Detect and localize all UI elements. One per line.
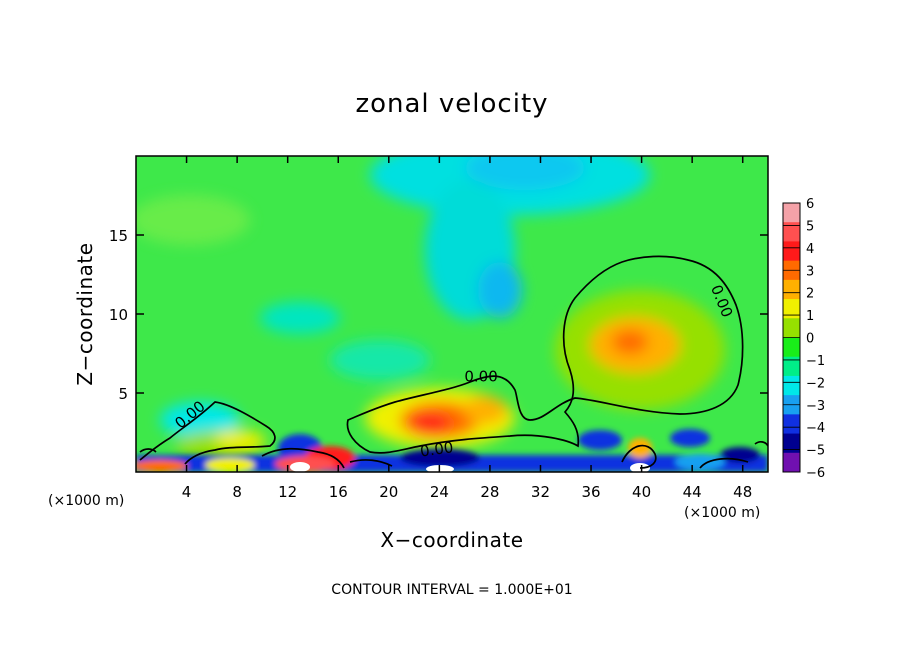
x-unit-right: (×1000 m) (684, 505, 760, 521)
colorbar-label: −1 (806, 354, 825, 369)
x-tick-label: 32 (531, 483, 550, 501)
colorbar-swatch (783, 318, 800, 338)
colorbar: 6 5 4 3 2 1 0 −1 −2 −3 −4 −5 −6 (782, 197, 825, 481)
colorbar-swatch (783, 433, 800, 454)
contour-line (346, 255, 744, 454)
contour-line (699, 457, 749, 469)
colorbar-swatch (783, 452, 800, 473)
colorbar-label: −4 (806, 421, 825, 436)
heatmap-field (136, 156, 768, 472)
contour-line (621, 444, 657, 469)
contour-label: 0.00 (464, 368, 497, 386)
x-tick-label: 40 (632, 483, 651, 501)
colorbar-label: 2 (806, 287, 814, 302)
contour-line (139, 448, 157, 453)
x-ticks: 4 8 12 16 20 24 28 32 36 40 44 48 (182, 156, 752, 501)
contour-line (139, 401, 276, 465)
x-tick-label: 8 (232, 483, 242, 501)
colorbar-label: −2 (806, 376, 825, 391)
x-tick-label: 20 (379, 483, 398, 501)
colorbar-label: 6 (806, 197, 814, 212)
colorbar-label: 5 (806, 219, 814, 234)
heatmap-blobs (136, 156, 725, 459)
colorbar-swatch (783, 414, 800, 435)
colorbar-swatch (783, 241, 800, 262)
colorbar-label: −5 (806, 444, 825, 459)
colorbar-label: 3 (806, 264, 814, 279)
x-tick-label: 36 (581, 483, 600, 501)
x-tick-label: 12 (278, 483, 297, 501)
colorbar-label: 4 (806, 242, 814, 257)
colorbar-label: −3 (806, 399, 825, 414)
zero-contours (139, 255, 768, 469)
x-tick-label: 4 (182, 483, 192, 501)
y-ticks: 5 10 15 (109, 227, 768, 403)
x-tick-label: 44 (683, 483, 702, 501)
colorbar-swatch (783, 299, 800, 319)
colorbar-swatch (783, 222, 800, 242)
x-tick-label: 16 (329, 483, 348, 501)
x-unit-left: (×1000 m) (48, 493, 124, 509)
y-tick-label: 10 (109, 306, 128, 324)
y-tick-label: 5 (118, 385, 128, 403)
contour-label: 0.00 (419, 438, 455, 460)
colorbar-label: 1 (806, 309, 814, 324)
x-tick-label: 28 (480, 483, 499, 501)
chart-title: zonal velocity (355, 89, 548, 119)
y-tick-label: 15 (109, 227, 128, 245)
colorbar-swatch (783, 337, 800, 358)
contour-line (349, 459, 393, 467)
colorbar-label: 0 (806, 332, 814, 347)
x-tick-label: 48 (733, 483, 752, 501)
x-tick-label: 24 (430, 483, 449, 501)
contour-interval-note: CONTOUR INTERVAL = 1.000E+01 (331, 582, 572, 598)
y-axis-label: Z−coordinate (73, 242, 97, 385)
colorbar-swatch (783, 279, 800, 300)
x-axis-label: X−coordinate (380, 528, 523, 552)
colorbar-label: −6 (806, 466, 825, 481)
contour-line (261, 447, 345, 469)
colorbar-swatch (783, 375, 800, 396)
colorbar-swatch (783, 356, 800, 377)
colorbar-swatch (783, 203, 800, 223)
